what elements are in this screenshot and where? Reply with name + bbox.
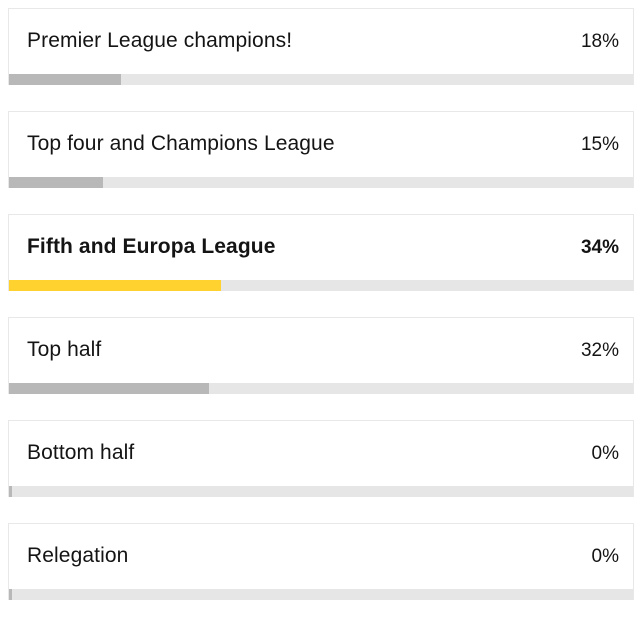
option-label: Relegation bbox=[27, 544, 129, 567]
option-label: Top four and Champions League bbox=[27, 132, 335, 155]
result-bar-track bbox=[9, 74, 633, 85]
poll-option-relegation[interactable]: Relegation 0% bbox=[8, 523, 634, 600]
option-label: Premier League champions! bbox=[27, 29, 293, 52]
result-bar-track bbox=[9, 383, 633, 394]
poll-option-fifth-europa-league[interactable]: Fifth and Europa League 34% bbox=[8, 214, 634, 291]
result-bar-track bbox=[9, 280, 633, 291]
result-bar-fill bbox=[9, 280, 222, 291]
result-bar-fill bbox=[9, 177, 103, 188]
poll-option-bottom-half[interactable]: Bottom half 0% bbox=[8, 420, 634, 497]
option-percent: 32% bbox=[580, 340, 619, 361]
poll-option-top-four[interactable]: Top four and Champions League 15% bbox=[8, 111, 634, 188]
poll-results: Premier League champions! 18% Top four a… bbox=[8, 8, 634, 626]
option-label: Fifth and Europa League bbox=[27, 235, 276, 258]
option-percent: 18% bbox=[580, 31, 619, 52]
result-bar-fill bbox=[9, 74, 122, 85]
option-label: Bottom half bbox=[27, 441, 135, 464]
option-percent: 34% bbox=[580, 237, 619, 258]
result-bar-track bbox=[9, 589, 633, 600]
poll-option-top-half[interactable]: Top half 32% bbox=[8, 317, 634, 394]
option-percent: 0% bbox=[591, 443, 619, 464]
option-percent: 15% bbox=[580, 134, 619, 155]
result-bar-track bbox=[9, 177, 633, 188]
result-bar-fill bbox=[9, 383, 209, 394]
poll-option-premier-league-champions[interactable]: Premier League champions! 18% bbox=[8, 8, 634, 85]
option-percent: 0% bbox=[591, 546, 619, 567]
result-bar-track bbox=[9, 486, 633, 497]
result-bar-fill bbox=[9, 486, 12, 497]
result-bar-fill bbox=[9, 589, 12, 600]
option-label: Top half bbox=[27, 338, 102, 361]
